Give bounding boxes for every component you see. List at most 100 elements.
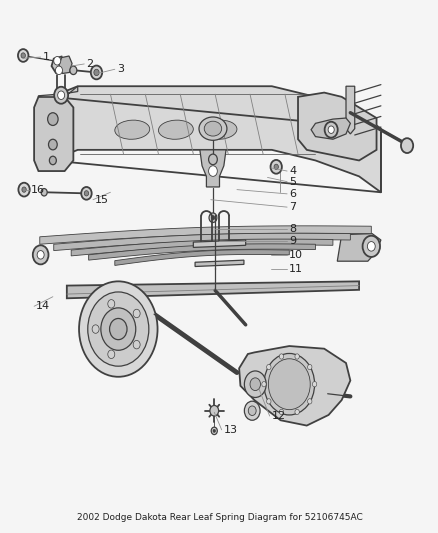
- Circle shape: [88, 292, 148, 366]
- Circle shape: [208, 154, 217, 165]
- Circle shape: [208, 213, 216, 222]
- Ellipse shape: [201, 120, 237, 139]
- Circle shape: [108, 300, 114, 308]
- Text: 12: 12: [271, 411, 285, 421]
- Text: 15: 15: [95, 195, 109, 205]
- Polygon shape: [39, 86, 78, 97]
- Text: 1: 1: [43, 52, 50, 62]
- Circle shape: [91, 66, 102, 79]
- Circle shape: [279, 409, 283, 415]
- Circle shape: [18, 49, 28, 62]
- Text: 3: 3: [117, 64, 124, 74]
- Polygon shape: [199, 150, 226, 187]
- Circle shape: [70, 66, 77, 75]
- Polygon shape: [193, 244, 237, 248]
- Circle shape: [307, 399, 311, 404]
- Polygon shape: [239, 346, 350, 425]
- Circle shape: [244, 401, 259, 420]
- Circle shape: [37, 251, 44, 259]
- Circle shape: [244, 371, 265, 398]
- Circle shape: [94, 69, 99, 76]
- Text: 2: 2: [86, 59, 93, 69]
- Circle shape: [279, 354, 283, 359]
- Circle shape: [266, 365, 270, 370]
- Circle shape: [53, 56, 60, 65]
- Circle shape: [33, 245, 48, 264]
- Ellipse shape: [198, 117, 226, 140]
- Polygon shape: [51, 86, 380, 192]
- Circle shape: [92, 325, 99, 333]
- Circle shape: [211, 427, 217, 434]
- Circle shape: [21, 53, 25, 58]
- Polygon shape: [34, 97, 73, 171]
- Ellipse shape: [158, 120, 193, 139]
- Text: 9: 9: [289, 236, 296, 246]
- Circle shape: [268, 359, 310, 410]
- Text: 4: 4: [289, 166, 296, 176]
- Circle shape: [22, 187, 26, 192]
- Circle shape: [294, 354, 299, 359]
- Circle shape: [400, 138, 412, 153]
- Circle shape: [362, 236, 379, 257]
- Circle shape: [108, 350, 114, 359]
- Text: 5: 5: [289, 176, 296, 187]
- Polygon shape: [71, 239, 332, 256]
- Polygon shape: [59, 56, 72, 74]
- Ellipse shape: [204, 121, 221, 136]
- Polygon shape: [345, 86, 354, 134]
- Polygon shape: [297, 93, 376, 160]
- Circle shape: [79, 281, 157, 377]
- Circle shape: [101, 308, 135, 350]
- Text: 10: 10: [289, 250, 303, 260]
- Polygon shape: [194, 260, 244, 266]
- Circle shape: [324, 122, 337, 138]
- Circle shape: [133, 309, 140, 318]
- Circle shape: [248, 406, 255, 416]
- Circle shape: [263, 353, 314, 415]
- Circle shape: [110, 318, 127, 340]
- Circle shape: [47, 113, 58, 125]
- Text: 2002 Dodge Dakota Rear Leaf Spring Diagram for 52106745AC: 2002 Dodge Dakota Rear Leaf Spring Diagr…: [77, 513, 361, 522]
- Circle shape: [367, 241, 374, 251]
- Circle shape: [55, 66, 62, 75]
- Polygon shape: [311, 118, 350, 139]
- Circle shape: [48, 139, 57, 150]
- Text: 13: 13: [223, 425, 237, 435]
- Circle shape: [261, 382, 265, 387]
- Circle shape: [250, 378, 260, 391]
- Circle shape: [209, 406, 218, 416]
- Polygon shape: [67, 281, 358, 298]
- Text: 16: 16: [31, 184, 45, 195]
- Polygon shape: [40, 226, 371, 244]
- Polygon shape: [51, 56, 64, 73]
- Text: 14: 14: [36, 301, 50, 311]
- Polygon shape: [336, 233, 380, 261]
- Ellipse shape: [115, 120, 149, 139]
- Polygon shape: [115, 249, 289, 265]
- Polygon shape: [193, 240, 245, 247]
- Circle shape: [54, 87, 68, 104]
- Circle shape: [208, 166, 217, 176]
- Circle shape: [211, 216, 214, 220]
- Circle shape: [81, 187, 92, 200]
- Circle shape: [41, 189, 47, 196]
- Circle shape: [312, 382, 316, 387]
- Circle shape: [133, 341, 140, 349]
- Circle shape: [307, 365, 311, 370]
- Circle shape: [18, 183, 30, 197]
- Text: 11: 11: [289, 264, 303, 273]
- Circle shape: [327, 126, 333, 133]
- Circle shape: [273, 164, 278, 169]
- Circle shape: [49, 156, 56, 165]
- Circle shape: [294, 409, 299, 415]
- Circle shape: [57, 91, 64, 100]
- Circle shape: [212, 429, 215, 432]
- Text: 8: 8: [289, 224, 296, 235]
- Circle shape: [270, 160, 281, 174]
- Circle shape: [266, 399, 270, 404]
- Text: 6: 6: [289, 189, 296, 199]
- Circle shape: [84, 191, 88, 196]
- Text: 7: 7: [289, 202, 296, 212]
- Polygon shape: [88, 244, 315, 260]
- Polygon shape: [53, 233, 350, 251]
